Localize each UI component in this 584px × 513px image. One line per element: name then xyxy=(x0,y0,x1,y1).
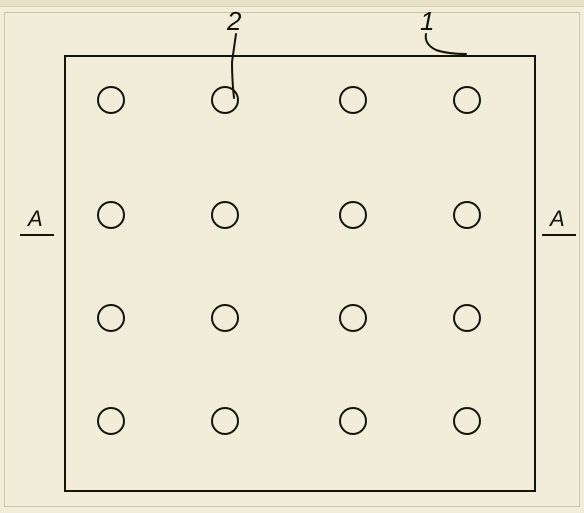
hole xyxy=(211,201,239,229)
hole xyxy=(339,201,367,229)
hole xyxy=(453,86,481,114)
section-mark-right-underline xyxy=(542,234,576,236)
hole xyxy=(97,407,125,435)
hole xyxy=(339,304,367,332)
hole xyxy=(211,86,239,114)
hole xyxy=(211,407,239,435)
hole xyxy=(453,304,481,332)
callout-label-2: 2 xyxy=(227,6,241,37)
hole xyxy=(97,304,125,332)
hole xyxy=(453,407,481,435)
callout-label-1: 1 xyxy=(420,6,434,37)
hole xyxy=(339,86,367,114)
section-mark-left-underline xyxy=(20,234,54,236)
hole xyxy=(453,201,481,229)
section-mark-left: A xyxy=(28,206,43,232)
hole xyxy=(339,407,367,435)
section-mark-right: A xyxy=(550,206,565,232)
hole xyxy=(97,86,125,114)
hole xyxy=(97,201,125,229)
hole xyxy=(211,304,239,332)
header-stripe xyxy=(0,0,584,7)
